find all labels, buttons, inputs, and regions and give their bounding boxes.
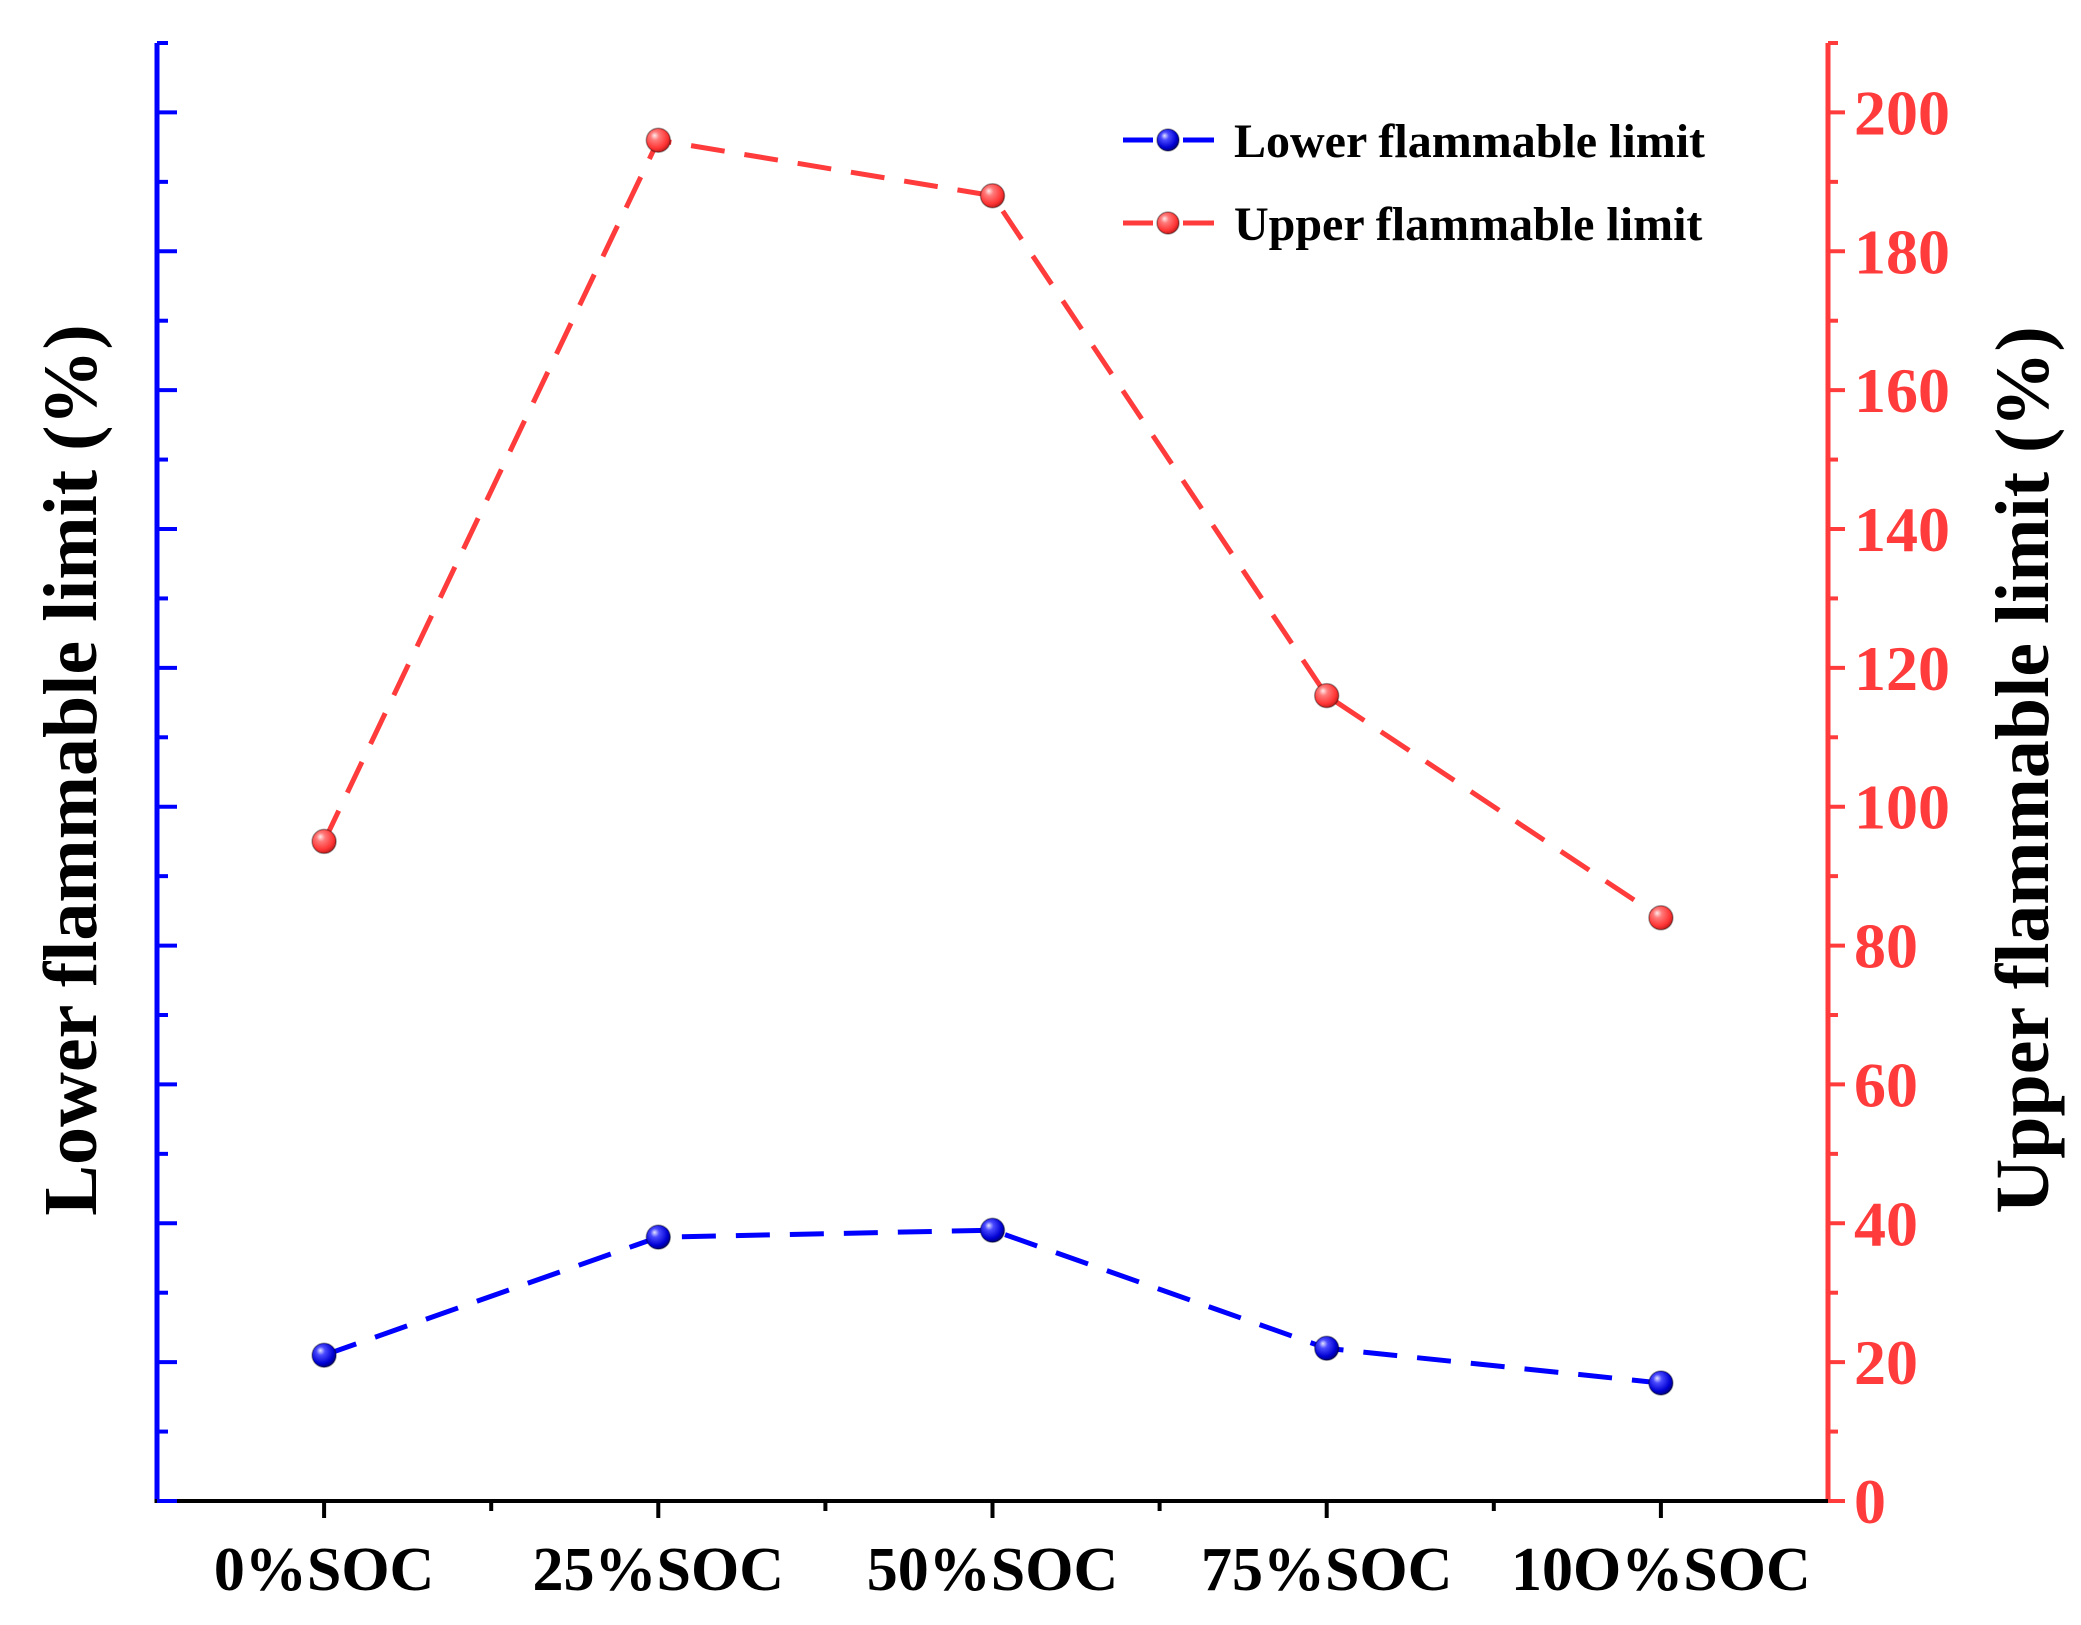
x-tick-label: 10O%SOC	[1511, 1536, 1811, 1604]
lower-flammable-limit-point	[979, 1217, 1006, 1243]
y-right-tick-label: 60	[1854, 1049, 1918, 1120]
legend-marker	[1156, 211, 1180, 235]
legend-label: Lower flammable limit	[1234, 115, 1705, 168]
x-tick-label: 50%SOC	[867, 1536, 1118, 1604]
y-right-tick-label: 160	[1854, 355, 1950, 426]
y-right-tick-label: 140	[1854, 494, 1950, 565]
legend: Lower flammable limit Upper flammable li…	[1123, 115, 1705, 251]
lower-flammable-limit-point	[1313, 1335, 1340, 1362]
axis-ticks	[157, 41, 1845, 1518]
upper-flammable-limit-point	[311, 828, 337, 855]
y-right-tick-label: 120	[1854, 633, 1950, 704]
lower-flammable-limit-point	[1648, 1370, 1674, 1396]
y-right-tick-label: 100	[1854, 772, 1950, 843]
y-right-tick-label: 40	[1854, 1188, 1918, 1259]
upper-flammable-limit-point	[1648, 905, 1674, 931]
upper-flammable-limit-point	[645, 127, 672, 153]
y-right-tick-label: 80	[1854, 911, 1918, 982]
legend-item-lower-flammable-limit: Lower flammable limit	[1123, 115, 1705, 168]
legend-label: Upper flammable limit	[1234, 198, 1702, 251]
upper-flammable-limit-line	[321, 137, 1663, 920]
upper-flammable-limit-point	[1313, 682, 1340, 709]
right-y-axis-title: Upper flammable limit (%)	[1981, 326, 2065, 1213]
x-tick-label: 75%SOC	[1201, 1536, 1452, 1604]
x-tick-label: 25%SOC	[533, 1536, 784, 1604]
plot-series	[311, 127, 1674, 1396]
y-right-tick-label: 200	[1854, 77, 1950, 148]
x-tick-label: 0%SOC	[214, 1536, 434, 1604]
lower-flammable-limit-point	[311, 1342, 337, 1368]
y-right-tick-label: 20	[1854, 1327, 1918, 1398]
upper-flammable-limit-point	[979, 182, 1006, 209]
y-right-tick-label: 0	[1854, 1466, 1886, 1537]
lower-flammable-limit-line	[323, 1227, 1662, 1386]
tick-labels: 0 20 40 60 80 100 120 140 160 180 200 0%SOC 25%SOC 50…	[214, 77, 1950, 1604]
y-right-tick-label: 180	[1854, 216, 1950, 287]
left-y-axis-title: Lower flammable limit (%)	[29, 324, 113, 1215]
legend-marker	[1156, 128, 1180, 152]
lower-flammable-limit-point	[645, 1224, 672, 1250]
legend-item-upper-flammable-limit: Upper flammable limit	[1123, 198, 1702, 251]
